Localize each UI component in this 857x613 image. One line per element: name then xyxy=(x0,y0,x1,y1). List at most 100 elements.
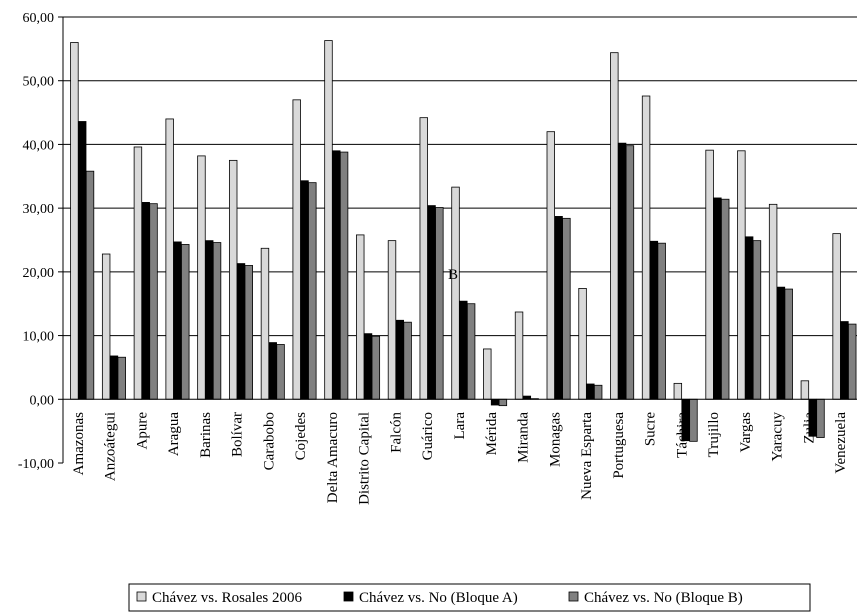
bar xyxy=(141,202,150,400)
bar xyxy=(451,186,460,400)
bar xyxy=(832,233,841,400)
bar xyxy=(324,40,333,400)
bar xyxy=(610,52,619,400)
bar xyxy=(133,146,143,400)
x-category-label: Lara xyxy=(452,412,468,440)
bar xyxy=(435,207,444,400)
bar xyxy=(260,247,270,400)
x-category-label: Aragua xyxy=(166,412,182,456)
axes xyxy=(62,17,857,463)
bar xyxy=(562,217,571,400)
bar xyxy=(641,95,651,400)
legend-swatch xyxy=(136,591,147,602)
bar xyxy=(212,242,222,400)
bar xyxy=(752,240,762,400)
bar xyxy=(617,142,627,400)
x-category-label: Vargas xyxy=(738,412,754,453)
y-tick-label: 0,00 xyxy=(30,393,55,408)
bar xyxy=(268,342,277,400)
x-category-label: Trujillo xyxy=(706,412,722,457)
x-category-label: Apure xyxy=(134,412,150,450)
bar xyxy=(78,121,87,400)
x-category-label: Bolívar xyxy=(230,412,246,457)
bar xyxy=(784,288,793,400)
bar xyxy=(498,398,508,407)
bar xyxy=(292,99,301,400)
legend-swatch xyxy=(568,591,579,602)
bar xyxy=(721,198,730,400)
legend-label: Chávez vs. No (Bloque A) xyxy=(359,590,518,606)
x-category-label: Sucre xyxy=(643,412,659,446)
legend-label: Chávez vs. Rosales 2006 xyxy=(152,590,302,606)
bar xyxy=(70,42,79,400)
bar xyxy=(483,348,492,400)
bar xyxy=(308,182,317,400)
bar xyxy=(840,321,849,400)
x-category-label: Barinas xyxy=(198,412,214,458)
annotation-label: B xyxy=(448,267,458,283)
bar xyxy=(776,286,786,400)
bar xyxy=(356,234,365,400)
bar xyxy=(300,180,309,400)
bar xyxy=(744,236,754,400)
bar xyxy=(85,170,95,400)
y-axis-ticks: -10,00 0,00 10,00 20,00 30,00 40,00 50,00 60,00 xyxy=(18,11,63,472)
bar xyxy=(546,131,555,400)
x-category-label: Falcón xyxy=(388,412,404,453)
bar xyxy=(554,216,563,400)
bar xyxy=(101,253,111,400)
bar xyxy=(332,150,341,400)
x-category-label: Táchira xyxy=(674,412,690,458)
bar xyxy=(173,241,182,400)
bar xyxy=(395,319,404,400)
bar xyxy=(689,398,698,442)
bar xyxy=(514,311,524,400)
x-category-label: Carabobo xyxy=(261,412,277,470)
legend-label: Chávez vs. No (Bloque B) xyxy=(584,590,743,606)
x-category-label: Yaracuy xyxy=(770,412,786,462)
bar xyxy=(149,203,158,400)
y-tick-label: 50,00 xyxy=(23,75,55,90)
legend: Chávez vs. Rosales 2006 Chávez vs. No (Bl… xyxy=(128,583,811,612)
bar xyxy=(363,333,373,400)
x-category-label: Portuguesa xyxy=(611,412,627,479)
x-axis-category-labels: Amazonas Anzoátegui Apure Aragua Barinas Bolí… xyxy=(71,412,849,505)
bar xyxy=(371,335,381,400)
x-category-label: Monagas xyxy=(547,412,563,467)
x-category-label: Amazonas xyxy=(71,412,87,475)
bar xyxy=(165,118,174,400)
bar xyxy=(586,383,595,400)
bar xyxy=(490,398,500,406)
y-tick-label: 40,00 xyxy=(23,138,55,153)
bar xyxy=(768,203,778,400)
bar xyxy=(713,197,722,400)
bar xyxy=(800,380,810,400)
bar xyxy=(625,145,635,400)
legend-swatch xyxy=(343,591,354,602)
bar xyxy=(649,240,659,400)
bar xyxy=(466,303,476,400)
bar xyxy=(236,263,246,400)
bar xyxy=(427,205,436,400)
bar xyxy=(673,382,683,400)
x-category-label: Delta Amacuro xyxy=(325,412,341,503)
bar xyxy=(593,384,603,400)
x-category-label: Nueva Esparta xyxy=(579,412,595,500)
bar xyxy=(705,149,714,400)
y-tick-label: 30,00 xyxy=(23,202,55,217)
bar xyxy=(228,159,238,400)
legend-box xyxy=(128,583,811,612)
bar xyxy=(276,344,285,400)
y-tick-label: -10,00 xyxy=(18,457,54,472)
y-tick-label: 20,00 xyxy=(23,266,55,281)
x-category-label: Zulia xyxy=(801,412,817,444)
bar xyxy=(419,117,428,400)
bar xyxy=(339,151,349,400)
x-category-label: Venezuela xyxy=(833,412,849,474)
bar xyxy=(205,240,214,400)
bar xyxy=(181,244,190,400)
bar xyxy=(459,300,468,400)
bar xyxy=(403,321,412,400)
bar xyxy=(197,155,206,400)
